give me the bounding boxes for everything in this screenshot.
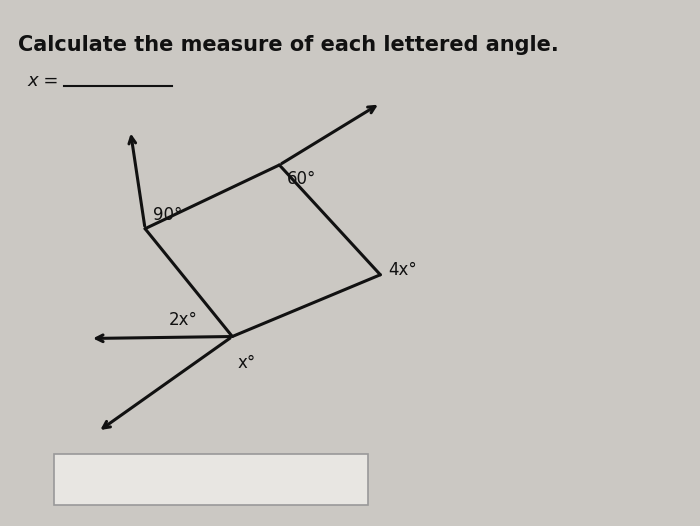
Text: x°: x°: [237, 354, 256, 372]
FancyBboxPatch shape: [54, 454, 368, 505]
Text: x =: x =: [27, 72, 59, 90]
Text: 90°: 90°: [153, 206, 182, 224]
Text: 4x°: 4x°: [389, 261, 417, 279]
Text: 60°: 60°: [287, 170, 316, 188]
Text: Calculate the measure of each lettered angle.: Calculate the measure of each lettered a…: [18, 35, 559, 55]
Text: 2x°: 2x°: [169, 311, 197, 329]
